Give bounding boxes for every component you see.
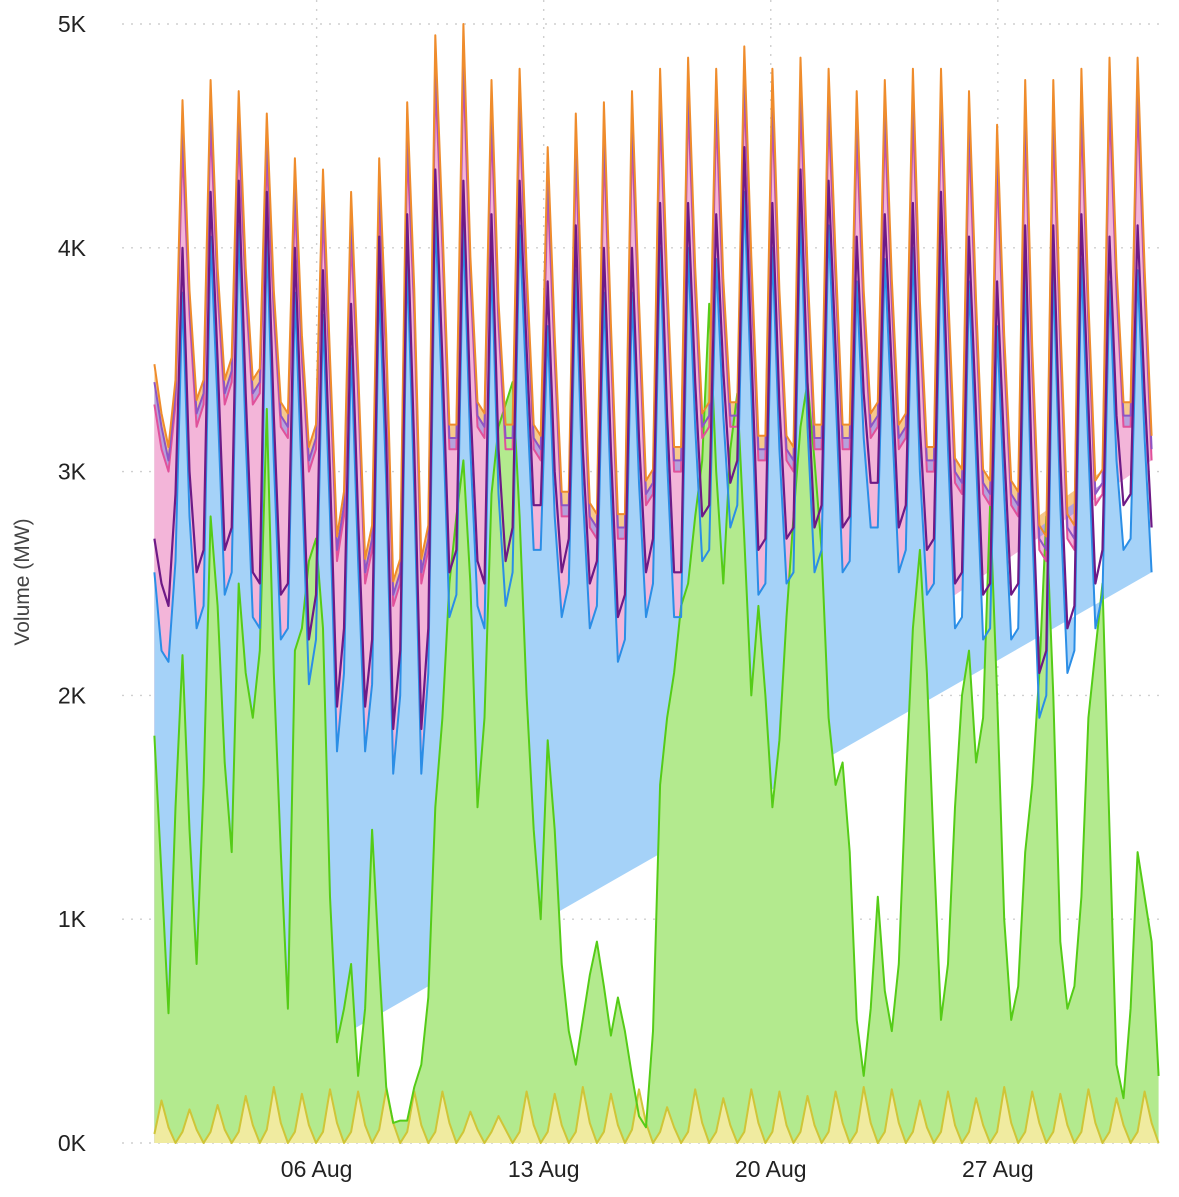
y-axis-tick-labels: 0K 1K 2K 3K 4K 5K (58, 11, 87, 1156)
y-tick-label-1: 1K (58, 906, 87, 932)
x-axis-tick-labels: 06 Aug 13 Aug 20 Aug 27 Aug (281, 1156, 1034, 1182)
overlay-line-0 (153, 146, 1153, 731)
y-tick-label-3: 3K (58, 459, 87, 485)
area-series-2 (154, 191, 1152, 1143)
y-tick-label-0: 0K (58, 1130, 87, 1156)
area-series-1 (154, 303, 1159, 1143)
y-tick-label-5: 5K (58, 11, 87, 37)
y-axis-title: Volume (MW) (11, 518, 34, 645)
x-tick-label-3: 27 Aug (962, 1156, 1034, 1182)
series-line-5 (153, 23, 1153, 583)
x-tick-label-1: 13 Aug (508, 1156, 580, 1182)
x-tick-label-2: 20 Aug (735, 1156, 807, 1182)
x-tick-label-0: 06 Aug (281, 1156, 353, 1182)
area-series-0 (154, 1087, 1159, 1143)
series-line-0 (153, 1086, 1160, 1144)
line-series-group (153, 23, 1160, 1144)
y-tick-label-2: 2K (58, 682, 87, 708)
y-tick-label-4: 4K (58, 235, 87, 261)
